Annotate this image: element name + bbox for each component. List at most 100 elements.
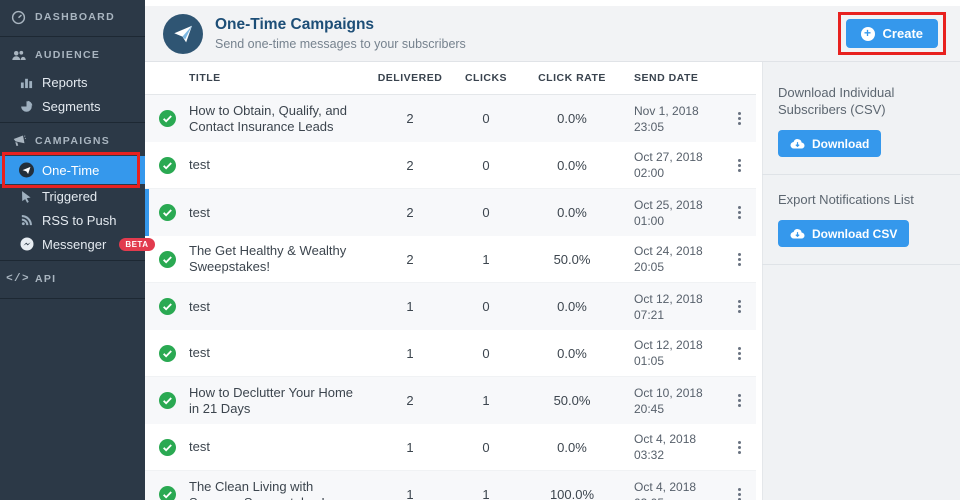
table-row[interactable]: test 1 0 0.0% Oct 12, 2018 07:21 [145, 283, 756, 330]
campaign-title: How to Declutter Your Home in 21 Days [189, 384, 354, 416]
sidebar-item-label: Messenger [42, 236, 107, 252]
table-row[interactable]: test 2 0 0.0% Oct 27, 2018 02:00 [145, 142, 756, 189]
cloud-download-icon [790, 228, 805, 239]
campaign-title: How to Obtain, Qualify, and Contact Insu… [189, 102, 348, 134]
delivered-value: 2 [406, 205, 414, 220]
sidebar-item-reports[interactable]: Reports [0, 70, 145, 94]
gauge-icon [10, 10, 26, 25]
cursor-click-icon [19, 190, 34, 203]
sidebar-item-dashboard[interactable]: DASHBOARD [0, 2, 145, 32]
notifications-export-section: Export Notifications List Download CSV [778, 175, 944, 247]
table-header-row: TITLE DELIVERED CLICKS CLICK RATE SEND D… [145, 62, 756, 95]
row-menu-button[interactable] [722, 206, 756, 219]
table-row[interactable]: The Clean Living with Suzanne Sweepstake… [145, 471, 756, 500]
pie-chart-icon [19, 100, 34, 113]
row-menu-button[interactable] [722, 394, 756, 407]
cloud-download-icon [790, 138, 805, 149]
sidebar-item-campaigns[interactable]: CAMPAIGNS [0, 126, 145, 156]
row-menu-button[interactable] [722, 112, 756, 125]
check-circle-icon [158, 250, 176, 268]
sidebar-item-rss-to-push[interactable]: RSS to Push [0, 208, 145, 232]
campaign-type-avatar [163, 13, 203, 54]
delivered-value: 2 [406, 111, 414, 126]
sidebar-item-label: Reports [42, 74, 88, 90]
delivered-value: 1 [406, 487, 414, 500]
row-menu-button[interactable] [722, 346, 756, 360]
sidebar-item-segments[interactable]: Segments [0, 94, 145, 118]
check-circle-icon [158, 392, 176, 409]
row-menu-button[interactable] [722, 488, 756, 500]
sidebar-item-label: DASHBOARD [35, 11, 115, 23]
download-csv-button[interactable]: Download CSV [778, 220, 910, 247]
sidebar-item-triggered[interactable]: Triggered [0, 184, 145, 208]
send-time: 03:05 [634, 495, 722, 500]
check-circle-icon [158, 204, 176, 221]
subscribers-export-title: Download Individual Subscribers (CSV) [778, 85, 895, 117]
subscribers-export-section: Download Individual Subscribers (CSV) Do… [778, 62, 944, 157]
sidebar-item-messenger[interactable]: Messenger BETA [0, 232, 155, 256]
clicks-value: 0 [482, 111, 490, 126]
click-rate-value: 0.0% [557, 111, 587, 126]
send-time: 03:32 [634, 448, 665, 462]
download-subscribers-label: Download [812, 136, 870, 151]
create-button-label: Create [882, 26, 923, 41]
check-circle-icon [158, 344, 176, 362]
delivered-value: 2 [406, 251, 414, 267]
check-circle-icon [158, 156, 176, 174]
row-menu-button[interactable] [722, 300, 756, 313]
page-title: One-Time Campaigns [215, 16, 375, 33]
sidebar-item-label: Triggered [42, 188, 98, 204]
clicks-value: 0 [482, 157, 490, 173]
send-time: 07:21 [634, 307, 665, 322]
table-row[interactable]: test 2 0 0.0% Oct 25, 2018 01:00 [145, 189, 756, 236]
delivered-value: 1 [406, 299, 414, 314]
sidebar-divider [0, 260, 145, 261]
table-row[interactable]: How to Obtain, Qualify, and Contact Insu… [145, 95, 756, 142]
beta-badge: BETA [119, 237, 155, 251]
delivered-column-header: DELIVERED [377, 72, 443, 84]
row-menu-button[interactable] [722, 252, 756, 266]
delivered-value: 1 [406, 439, 414, 455]
clicks-value: 0 [482, 299, 490, 314]
header-titles: One-Time Campaigns Send one-time message… [215, 16, 838, 51]
bar-chart-icon [19, 76, 34, 89]
send-date: Oct 12, 2018 [634, 291, 703, 306]
check-circle-icon [158, 486, 176, 500]
create-button[interactable]: + Create [845, 19, 938, 48]
export-panel: Download Individual Subscribers (CSV) Do… [756, 62, 960, 500]
main-area: One-Time Campaigns Send one-time message… [145, 0, 960, 500]
check-circle-icon [158, 110, 176, 127]
download-subscribers-button[interactable]: Download [778, 130, 882, 157]
click-rate-column-header: CLICK RATE [538, 72, 606, 84]
table-row[interactable]: The Get Healthy & Wealthy Sweepstakes! 2… [145, 236, 756, 283]
send-date: Oct 12, 2018 [634, 338, 703, 352]
send-date: Nov 1, 2018 [634, 103, 699, 118]
megaphone-icon [10, 134, 26, 149]
table-row[interactable]: test 1 0 0.0% Oct 4, 2018 03:32 [145, 424, 756, 471]
sidebar-item-one-time[interactable]: One-Time [0, 152, 145, 188]
title-column-header: TITLE [189, 72, 221, 84]
row-menu-button[interactable] [722, 440, 756, 454]
campaigns-table: TITLE DELIVERED CLICKS CLICK RATE SEND D… [145, 62, 756, 500]
send-date: Oct 10, 2018 [634, 385, 703, 400]
campaign-title: test [189, 439, 210, 454]
row-menu-button[interactable] [722, 158, 756, 172]
send-time: 02:00 [634, 166, 665, 180]
campaign-title: The Clean Living with Suzanne Sweepstake… [189, 478, 325, 500]
click-rate-value: 50.0% [553, 251, 591, 267]
sidebar-item-api[interactable]: </> API [0, 264, 145, 294]
paper-plane-icon [174, 25, 192, 42]
table-row[interactable]: test 1 0 0.0% Oct 12, 2018 01:05 [145, 330, 756, 377]
send-time: 01:05 [634, 354, 665, 368]
sidebar-item-label: AUDIENCE [35, 49, 101, 61]
sidebar-item-audience[interactable]: AUDIENCE [0, 40, 145, 70]
page-subtitle: Send one-time messages to your subscribe… [215, 37, 466, 51]
delivered-value: 1 [406, 345, 414, 361]
table-row[interactable]: How to Declutter Your Home in 21 Days 2 … [145, 377, 756, 424]
click-rate-value: 0.0% [557, 157, 587, 173]
send-time: 01:00 [634, 213, 665, 228]
download-csv-label: Download CSV [812, 226, 898, 241]
click-rate-value: 0.0% [557, 439, 587, 455]
clicks-column-header: CLICKS [464, 72, 508, 84]
